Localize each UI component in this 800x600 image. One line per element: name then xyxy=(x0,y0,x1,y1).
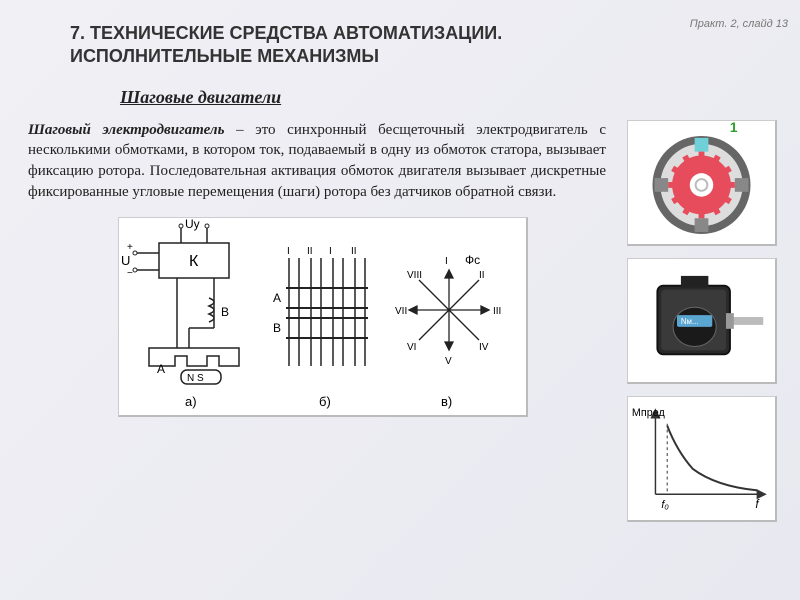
image-column: 1 xyxy=(618,120,786,522)
heading-line-1: 7. ТЕХНИЧЕСКИЕ СРЕДСТВА АВТОМАТИЗАЦИИ. xyxy=(70,23,502,43)
rt-1: II xyxy=(307,246,313,257)
rs-0: I xyxy=(445,256,448,267)
rs-2: III xyxy=(493,306,501,317)
label-uy: Uу xyxy=(185,218,200,231)
bar-label-a: А xyxy=(273,291,281,305)
rs-4: V xyxy=(445,356,452,367)
chart-x0-label: f₀ xyxy=(661,499,669,511)
label-b: В xyxy=(221,305,229,319)
rt-2: I xyxy=(329,246,332,257)
phase-star xyxy=(409,270,489,350)
rt-0: I xyxy=(287,246,290,257)
scheme-svg: К Uу + − U В xyxy=(119,218,529,418)
rs-1: II xyxy=(479,270,485,281)
motor-badge-text: Nᴍ... xyxy=(681,317,699,326)
rs-7: VIII xyxy=(407,270,422,281)
heading-line-2: ИСПОЛНИТЕЛЬНЫЕ МЕХАНИЗМЫ xyxy=(70,46,379,66)
scheme-label-a: а) xyxy=(185,394,197,409)
text-column: Шаговый электродвигатель – это синхронны… xyxy=(28,120,606,522)
motor-photo-img: Nᴍ... xyxy=(627,258,777,384)
minus-icon: − xyxy=(127,268,133,279)
plus-icon: + xyxy=(127,242,133,253)
rs-3: IV xyxy=(479,342,489,353)
scheme-label-v: в) xyxy=(441,394,452,409)
subtitle: Шаговые двигатели xyxy=(0,69,800,108)
label-a: А xyxy=(157,362,165,376)
term: Шаговый электродвигатель xyxy=(28,122,224,138)
chart-y-label: Mпред xyxy=(632,407,666,419)
scheme-diagram-box: К Uу + − U В xyxy=(118,217,528,417)
rs-5: VI xyxy=(407,342,416,353)
rt-3: II xyxy=(351,246,357,257)
slide-reference: Практ. 2, слайд 13 xyxy=(690,18,788,30)
winding-bars: А В I II I II xyxy=(273,246,368,366)
phi-label: Фс xyxy=(465,253,480,267)
rs-6: VII xyxy=(395,306,407,317)
definition-paragraph: Шаговый электродвигатель – это синхронны… xyxy=(28,120,606,203)
pole-label-1: 1 xyxy=(730,120,738,135)
label-k: К xyxy=(189,253,199,270)
motor-cross-section-img: 1 xyxy=(627,120,777,246)
label-u: U xyxy=(121,253,130,268)
section-heading: 7. ТЕХНИЧЕСКИЕ СРЕДСТВА АВТОМАТИЗАЦИИ. И… xyxy=(0,0,800,69)
content-row: Шаговый электродвигатель – это синхронны… xyxy=(0,108,800,522)
chart-x-label: f xyxy=(755,498,760,511)
label-ns: N S xyxy=(187,373,204,384)
bar-label-b: В xyxy=(273,321,281,335)
torque-frequency-chart: Mпред f f₀ xyxy=(627,396,777,522)
scheme-label-b: б) xyxy=(319,394,331,409)
